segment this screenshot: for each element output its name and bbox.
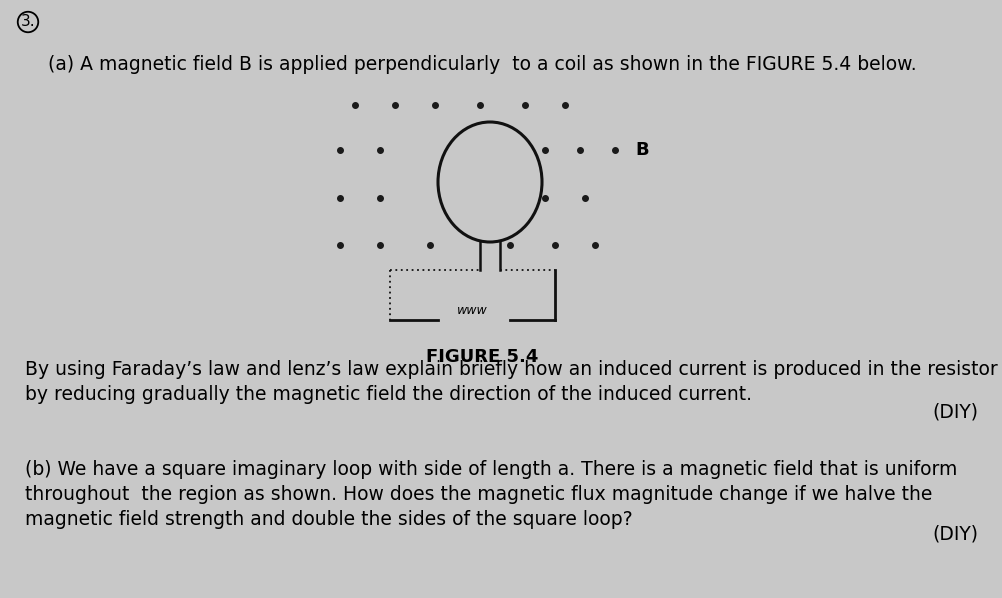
Text: (a) A magnetic field B is applied perpendicularly  to a coil as shown in the FIG: (a) A magnetic field B is applied perpen… (48, 55, 916, 74)
Text: (DIY): (DIY) (931, 402, 977, 421)
Text: (b) We have a square imaginary loop with side of length a. There is a magnetic f: (b) We have a square imaginary loop with… (25, 460, 957, 479)
Text: By using Faraday’s law and lenz’s law explain briefly how an induced current is : By using Faraday’s law and lenz’s law ex… (25, 360, 997, 379)
Text: throughout  the region as shown. How does the magnetic flux magnitude change if : throughout the region as shown. How does… (25, 485, 932, 504)
Text: by reducing gradually the magnetic field the direction of the induced current.: by reducing gradually the magnetic field… (25, 385, 751, 404)
Text: FIGURE 5.4: FIGURE 5.4 (426, 348, 538, 366)
Ellipse shape (438, 122, 541, 242)
Text: B: B (634, 141, 648, 159)
Text: 3.: 3. (21, 14, 35, 29)
Text: (DIY): (DIY) (931, 525, 977, 544)
Text: www: www (457, 304, 487, 317)
Text: magnetic field strength and double the sides of the square loop?: magnetic field strength and double the s… (25, 510, 632, 529)
